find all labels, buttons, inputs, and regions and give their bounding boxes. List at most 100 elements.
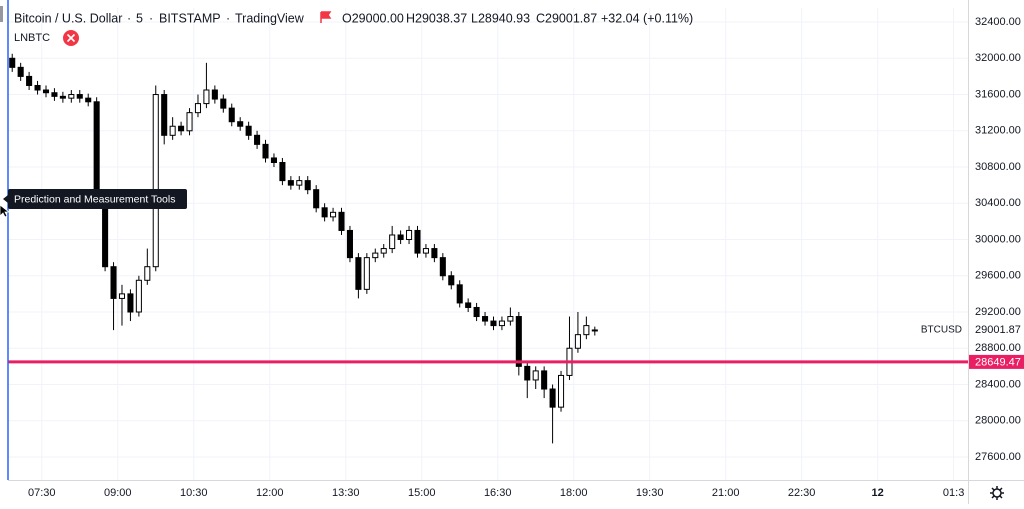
candle-body [51, 92, 58, 97]
y-tick-label: 32400.00 [975, 16, 1021, 28]
candle-body [228, 107, 235, 123]
candle-body [110, 266, 117, 299]
candle-body [245, 125, 252, 136]
candle-body [498, 320, 505, 327]
candle-body [532, 370, 539, 381]
exchange: BITSTAMP [159, 11, 221, 25]
candle-body [406, 229, 413, 241]
x-tick-label: 07:30 [28, 487, 56, 499]
separator: · [149, 11, 153, 25]
flag-icon[interactable] [320, 11, 332, 23]
y-tick-label: 31600.00 [975, 88, 1021, 100]
ohlc-change: +32.04 (+0.11%) [601, 11, 693, 25]
ohlc-open: O29000.00 [342, 11, 404, 25]
settings-button[interactable] [990, 486, 1004, 500]
drag-handle[interactable] [0, 6, 3, 22]
ohlc-high: H29038.37 [406, 11, 467, 25]
candle-body [422, 248, 429, 254]
candle-body [380, 248, 387, 254]
ohlc-low: L28940.93 [471, 11, 530, 25]
candle-body [389, 234, 396, 250]
x-tick-label: 16:30 [484, 487, 512, 499]
legend: Bitcoin / U.S. Dollar 5 BITSTAMP Trading… [14, 11, 693, 46]
horizontal-line-label-box [969, 354, 1024, 369]
candle-body [465, 302, 472, 308]
last-price-box [969, 322, 1024, 337]
candle-body [76, 94, 83, 99]
tooltip-box [8, 189, 187, 209]
candle-body [85, 97, 92, 103]
source: TradingView [235, 11, 305, 25]
candle-body [439, 257, 446, 277]
tooltip-arrow [3, 195, 8, 203]
candle-body [220, 98, 227, 109]
horizontal-line-label: 28649.47 [975, 356, 1021, 368]
x-tick-label: 15:00 [408, 487, 436, 499]
candles [9, 53, 598, 444]
candle-body [397, 234, 404, 241]
y-tick-label: 29600.00 [975, 270, 1021, 282]
candle-body [68, 94, 75, 99]
candle-body [59, 95, 66, 99]
candle-body [169, 125, 176, 136]
y-tick-label: 28400.00 [975, 378, 1021, 390]
candle-body [482, 316, 489, 322]
x-tick-label: 12 [872, 487, 884, 499]
gear-teeth [990, 486, 1004, 500]
candle-body [127, 293, 134, 313]
symbol[interactable]: Bitcoin / U.S. Dollar [14, 11, 122, 25]
candle-body [144, 266, 151, 281]
ohlc-close: C29001.87 [536, 11, 597, 25]
x-tick-label: 19:30 [636, 487, 664, 499]
tooltip-text: Prediction and Measurement Tools [14, 193, 175, 205]
candle-body [211, 89, 218, 100]
x-tick-label: 12:00 [256, 487, 284, 499]
candle-body [26, 75, 33, 86]
candle-body [414, 229, 421, 254]
candle-body [591, 329, 598, 332]
candle-body [161, 94, 168, 136]
candle-body [178, 125, 185, 132]
overlays [8, 322, 1024, 369]
cursor [0, 204, 11, 218]
candle-body [9, 57, 16, 68]
candle-body [279, 161, 286, 182]
candle-body [313, 189, 320, 209]
y-tick-label: 30400.00 [975, 197, 1021, 209]
x-tick-label: 18:00 [560, 487, 588, 499]
y-tick-label: 27600.00 [975, 451, 1021, 463]
candle-body [194, 103, 202, 114]
candle-body [363, 257, 370, 290]
candle-body [524, 365, 531, 381]
candle-body [93, 101, 100, 195]
candle-body [186, 112, 193, 132]
tooltip: Prediction and Measurement Tools [0, 189, 187, 218]
candle-body [507, 316, 514, 322]
y-tick-label: 30800.00 [975, 161, 1021, 173]
indicator-name[interactable]: LNBTC [14, 32, 50, 44]
grid [8, 8, 968, 480]
y-tick-label: 30000.00 [975, 233, 1021, 245]
candle-body [431, 248, 438, 259]
candle-body [549, 388, 556, 408]
separator: · [127, 11, 131, 25]
candle-body [448, 275, 455, 286]
y-tick-label: 29200.00 [975, 306, 1021, 318]
candle-body [270, 157, 277, 163]
candle-body [355, 257, 362, 290]
x-tick-label: 13:30 [332, 487, 360, 499]
candle-body [541, 370, 548, 390]
candle-body [304, 180, 311, 191]
corner [969, 481, 1024, 504]
x-tick-label: 10:30 [180, 487, 208, 499]
candle-body [296, 180, 303, 186]
candle-body [135, 279, 142, 313]
candle-body [17, 66, 24, 77]
candle-body [558, 374, 565, 408]
y-tick-label: 28800.00 [975, 342, 1021, 354]
candle-body [515, 316, 522, 367]
separator: · [226, 11, 230, 25]
candle-body [237, 121, 244, 127]
x-tick-label: 09:00 [104, 487, 132, 499]
candle-body [490, 320, 497, 327]
